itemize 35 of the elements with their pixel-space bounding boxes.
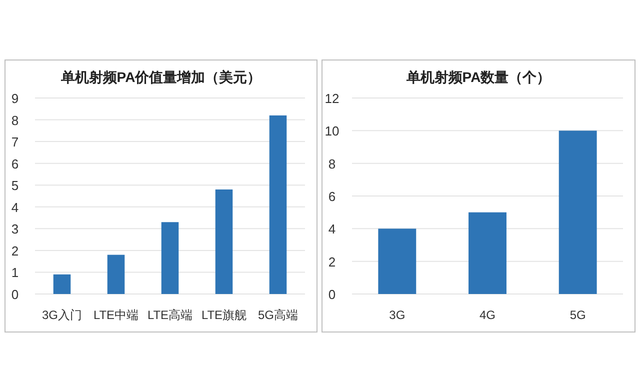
- y-tick-label: 7: [11, 134, 19, 150]
- x-tick-label: 5G: [570, 308, 586, 322]
- y-tick-label: 4: [11, 200, 19, 215]
- x-tick-label: 4G: [479, 308, 496, 322]
- y-tick-label: 0: [328, 287, 336, 302]
- y-tick-label: 5: [11, 178, 19, 194]
- bar: [558, 130, 597, 294]
- bar: [215, 189, 233, 294]
- y-tick-label: 6: [11, 156, 19, 172]
- y-tick-label: 2: [328, 254, 336, 270]
- bar: [53, 274, 71, 294]
- y-tick-label: 10: [324, 124, 340, 139]
- y-tick-label: 8: [328, 156, 336, 172]
- y-tick-label: 9: [11, 91, 19, 106]
- bar: [468, 212, 506, 294]
- bar: [269, 115, 287, 294]
- x-tick-label: LTE旗舰: [201, 308, 247, 322]
- y-tick-label: 3: [11, 222, 19, 237]
- chart-title: 单机射频PA价值量增加（美元）: [60, 69, 262, 85]
- y-tick-label: 1: [11, 265, 19, 280]
- bar: [161, 222, 179, 294]
- bar: [107, 254, 125, 294]
- x-tick-label: LTE高端: [147, 308, 193, 322]
- y-tick-label: 4: [328, 222, 336, 237]
- chart-title: 单机射频PA数量（个）: [405, 69, 551, 85]
- y-tick-label: 12: [324, 91, 340, 106]
- x-tick-label: LTE中端: [93, 308, 139, 322]
- x-tick-label: 5G高端: [258, 308, 298, 322]
- x-tick-label: 3G入门: [42, 308, 82, 322]
- y-tick-label: 0: [11, 287, 19, 302]
- y-tick-label: 2: [11, 243, 19, 258]
- x-tick-label: 3G: [389, 308, 406, 322]
- y-tick-label: 6: [328, 189, 336, 204]
- y-tick-label: 8: [11, 112, 19, 128]
- bar: [378, 228, 416, 294]
